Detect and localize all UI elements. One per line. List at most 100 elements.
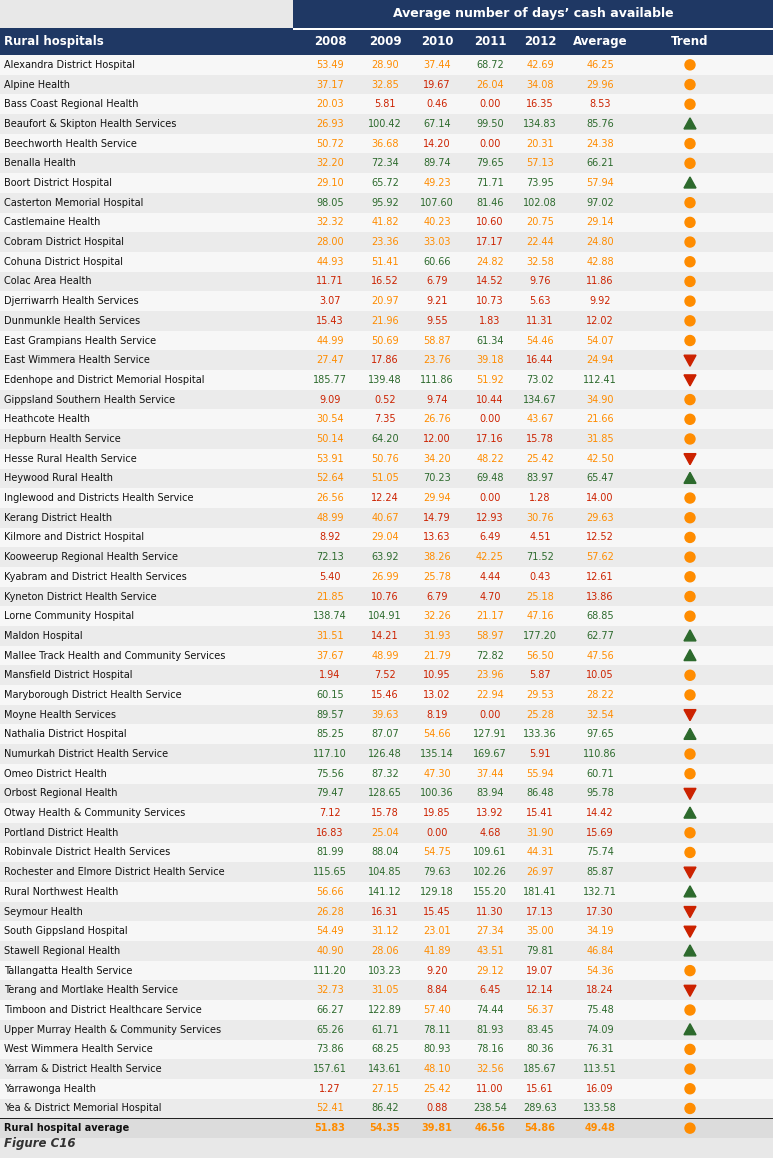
- Text: Rural Northwest Health: Rural Northwest Health: [4, 887, 118, 896]
- Text: 75.74: 75.74: [586, 848, 614, 857]
- Circle shape: [685, 592, 695, 601]
- Text: 74.44: 74.44: [476, 1005, 504, 1016]
- Circle shape: [685, 1045, 695, 1055]
- Circle shape: [685, 257, 695, 266]
- Text: 89.74: 89.74: [423, 159, 451, 168]
- Text: 17.86: 17.86: [371, 356, 399, 365]
- Text: 72.82: 72.82: [476, 651, 504, 660]
- Bar: [0, 233, 773, 252]
- Polygon shape: [684, 375, 696, 386]
- Text: 46.25: 46.25: [586, 60, 614, 69]
- Circle shape: [685, 415, 695, 424]
- Text: 30.76: 30.76: [526, 513, 553, 522]
- Text: 58.97: 58.97: [476, 631, 504, 640]
- Text: 24.38: 24.38: [586, 139, 614, 148]
- Text: 27.47: 27.47: [316, 356, 344, 365]
- Text: 47.56: 47.56: [586, 651, 614, 660]
- Text: 70.23: 70.23: [423, 474, 451, 483]
- Bar: [0, 666, 773, 686]
- Text: Heywood Rural Health: Heywood Rural Health: [4, 474, 113, 483]
- Bar: [0, 508, 773, 528]
- Text: 15.43: 15.43: [316, 316, 344, 325]
- Text: Trend: Trend: [671, 35, 709, 47]
- Bar: [0, 252, 773, 272]
- Text: 60.71: 60.71: [586, 769, 614, 778]
- Text: Average number of days’ cash available: Average number of days’ cash available: [393, 7, 673, 21]
- Bar: [0, 1099, 773, 1119]
- Circle shape: [685, 769, 695, 778]
- Text: 29.10: 29.10: [316, 178, 344, 188]
- Text: 29.94: 29.94: [423, 493, 451, 503]
- Circle shape: [685, 493, 695, 503]
- Text: 86.42: 86.42: [371, 1104, 399, 1114]
- Text: 21.66: 21.66: [586, 415, 614, 424]
- Text: Alpine Health: Alpine Health: [4, 80, 70, 89]
- Text: 10.76: 10.76: [371, 592, 399, 601]
- Bar: [0, 193, 773, 213]
- Text: West Wimmera Health Service: West Wimmera Health Service: [4, 1045, 153, 1055]
- Text: Kyneton District Health Service: Kyneton District Health Service: [4, 592, 157, 601]
- Polygon shape: [684, 807, 696, 818]
- Text: 22.94: 22.94: [476, 690, 504, 699]
- Text: 39.81: 39.81: [421, 1123, 452, 1134]
- Text: 72.34: 72.34: [371, 159, 399, 168]
- Text: Edenhope and District Memorial Hospital: Edenhope and District Memorial Hospital: [4, 375, 205, 384]
- Text: 25.42: 25.42: [423, 1084, 451, 1094]
- Text: 26.04: 26.04: [476, 80, 504, 89]
- Text: 31.90: 31.90: [526, 828, 553, 837]
- Text: 17.17: 17.17: [476, 237, 504, 247]
- Text: 56.37: 56.37: [526, 1005, 554, 1016]
- Text: 128.65: 128.65: [368, 789, 402, 798]
- Text: 48.99: 48.99: [316, 513, 344, 522]
- Text: 12.24: 12.24: [371, 493, 399, 503]
- Text: 99.50: 99.50: [476, 119, 504, 129]
- Text: Numurkah District Health Service: Numurkah District Health Service: [4, 749, 168, 758]
- Text: 5.63: 5.63: [530, 296, 550, 306]
- Circle shape: [685, 159, 695, 168]
- Text: 4.51: 4.51: [530, 533, 550, 542]
- Text: 9.92: 9.92: [589, 296, 611, 306]
- Text: Kerang District Health: Kerang District Health: [4, 513, 112, 522]
- Bar: [0, 882, 773, 902]
- Text: Cobram District Hospital: Cobram District Hospital: [4, 237, 124, 247]
- Text: 27.15: 27.15: [371, 1084, 399, 1094]
- Text: 11.30: 11.30: [476, 907, 504, 916]
- Text: 2012: 2012: [524, 35, 557, 47]
- Text: 66.21: 66.21: [586, 159, 614, 168]
- Text: Upper Murray Health & Community Services: Upper Murray Health & Community Services: [4, 1025, 221, 1035]
- Text: 16.44: 16.44: [526, 356, 553, 365]
- Text: 65.72: 65.72: [371, 178, 399, 188]
- Text: 16.31: 16.31: [371, 907, 399, 916]
- Bar: [0, 922, 773, 941]
- Text: 2011: 2011: [474, 35, 506, 47]
- Text: 14.00: 14.00: [586, 493, 614, 503]
- Text: 87.07: 87.07: [371, 730, 399, 739]
- Text: 129.18: 129.18: [420, 887, 454, 896]
- Text: 71.71: 71.71: [476, 178, 504, 188]
- Text: 48.10: 48.10: [424, 1064, 451, 1075]
- Text: 51.83: 51.83: [315, 1123, 346, 1134]
- Text: 111.20: 111.20: [313, 966, 347, 976]
- Text: 79.81: 79.81: [526, 946, 553, 957]
- Bar: [0, 1001, 773, 1020]
- Text: Average: Average: [573, 35, 628, 47]
- Text: 20.97: 20.97: [371, 296, 399, 306]
- Text: Portland District Health: Portland District Health: [4, 828, 118, 837]
- Text: East Grampians Health Service: East Grampians Health Service: [4, 336, 156, 345]
- Bar: [0, 272, 773, 292]
- Text: 73.02: 73.02: [526, 375, 554, 384]
- Text: Benalla Health: Benalla Health: [4, 159, 76, 168]
- Text: 58.87: 58.87: [423, 336, 451, 345]
- Bar: [0, 134, 773, 154]
- Text: 40.23: 40.23: [423, 218, 451, 227]
- Text: 78.16: 78.16: [476, 1045, 504, 1055]
- Text: 54.86: 54.86: [525, 1123, 556, 1134]
- Text: 1.94: 1.94: [319, 670, 341, 680]
- Text: 23.76: 23.76: [423, 356, 451, 365]
- Text: 31.05: 31.05: [371, 985, 399, 996]
- Circle shape: [685, 670, 695, 680]
- Circle shape: [685, 1005, 695, 1016]
- Text: 68.72: 68.72: [476, 60, 504, 69]
- Circle shape: [685, 690, 695, 699]
- Text: 23.36: 23.36: [371, 237, 399, 247]
